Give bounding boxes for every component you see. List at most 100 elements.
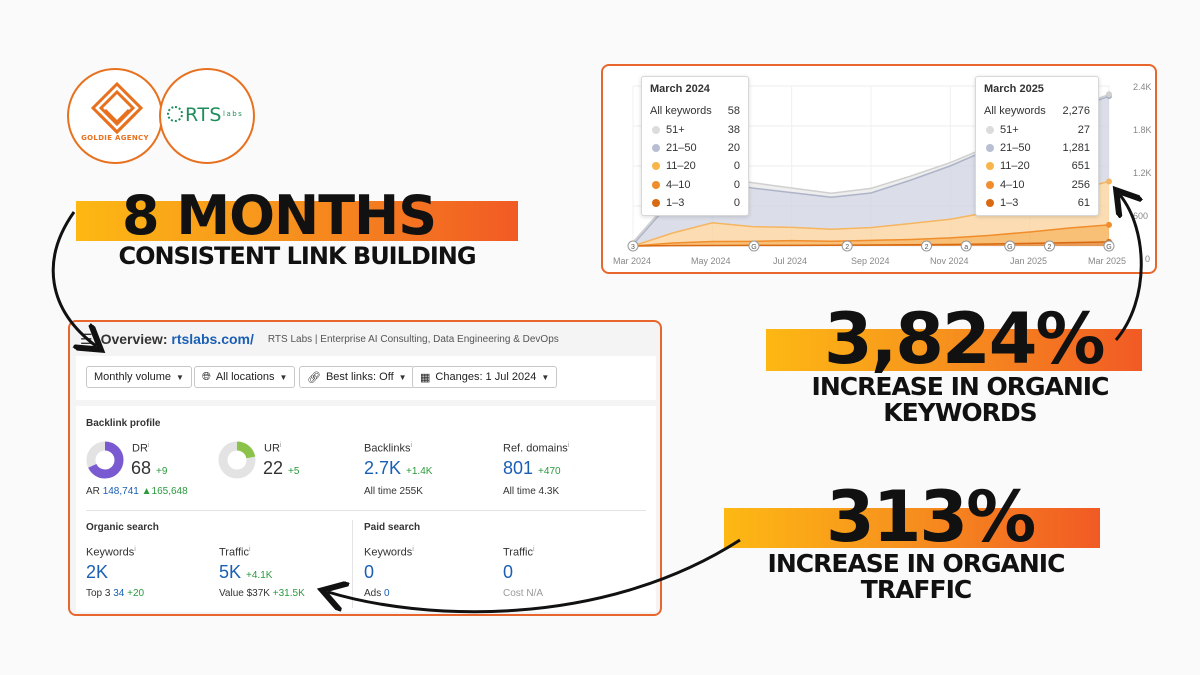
info-icon[interactable]: i [532, 546, 535, 553]
event-marker-circle [921, 240, 933, 252]
ads-value[interactable]: 0 [384, 588, 390, 599]
tooltip-row-label-text: 11–20 [1000, 160, 1030, 173]
tooltip-row: 4–10 256 [984, 176, 1090, 194]
goldie-diamond-icon [90, 81, 144, 135]
tooltip-row-label-text: 4–10 [1000, 178, 1025, 191]
event-marker-circle [748, 240, 760, 252]
organic-traffic-delta: +4.1K [246, 570, 273, 581]
organic-keywords-label: Keywordsi [86, 546, 136, 559]
event-marker-circle [960, 240, 972, 252]
y-tick: 600 [1133, 211, 1149, 221]
changes-dropdown[interactable]: ▦ Changes: 1 Jul 2024 ▼ [412, 366, 558, 388]
info-icon[interactable]: i [147, 442, 150, 449]
cost-label: Cost [503, 588, 524, 599]
headline3-sub-line2: TRAFFIC [860, 575, 972, 604]
dr-value: 68 +9 [131, 458, 167, 479]
tooltip-march-2025: March 2025 All keywords 2,276 51+ 27 21–50 1,… [975, 76, 1099, 216]
tooltip-row-label-text: 51+ [1000, 123, 1019, 136]
ref-domains-delta: +470 [538, 466, 561, 477]
organic-traffic-value[interactable]: 5K +4.1K [219, 562, 272, 583]
info-icon[interactable]: i [248, 546, 251, 553]
section-divider [86, 510, 646, 511]
best-links-dropdown[interactable]: 🔗︎ Best links: Off ▼ [299, 366, 415, 388]
cost-value: N/A [526, 588, 544, 599]
event-marker-label: 2 [925, 244, 929, 251]
backlink-profile-title: Backlink profile [86, 418, 161, 429]
paid-keywords-value[interactable]: 0 [364, 562, 375, 582]
changes-dropdown-label: Changes: 1 Jul 2024 [435, 371, 537, 383]
tooltip-row: 21–50 20 [650, 139, 740, 157]
tooltip-row-label: 4–10 [650, 179, 690, 191]
volume-dropdown[interactable]: Monthly volume ▼ [86, 366, 192, 388]
section-divider-vertical [352, 520, 353, 608]
tooltip-row: 51+ 27 [984, 120, 1090, 138]
end-point-4–10 [1106, 221, 1112, 228]
tooltip-row-value: 20 [727, 141, 740, 154]
ur-donut [218, 441, 256, 479]
paid-traffic-label-text: Traffic [503, 546, 533, 559]
traffic-value-label: Value [219, 588, 244, 599]
legend-dot-icon [652, 125, 660, 134]
event-marker-circle [1004, 240, 1016, 252]
info-icon[interactable]: i [412, 546, 414, 553]
ur-value-text: 22 [263, 458, 284, 478]
ahrefs-overview-panel: ☰ Overview: rtslabs.com/ RTS Labs | Ente… [68, 320, 662, 616]
tooltip-row-value: 58 [727, 105, 740, 118]
tooltip-march-2024: March 2024 All keywords 58 51+ 38 21–50 20 11–… [641, 76, 749, 216]
event-marker-label: 3 [631, 244, 635, 251]
tooltip-row-label-text: 1–3 [666, 197, 685, 210]
backlinks-label-text: Backlinks [364, 442, 411, 455]
organic-keywords-value[interactable]: 2K [86, 562, 109, 582]
y-tick: 1.8K [1133, 125, 1152, 135]
y-tick: 1.2K [1133, 168, 1152, 178]
paid-traffic-value[interactable]: 0 [503, 562, 514, 582]
tooltip-row-label: All keywords [984, 105, 1046, 117]
locations-dropdown[interactable]: 🌐︎ All locations ▼ [194, 366, 296, 388]
dr-delta: +9 [156, 466, 168, 477]
dr-label: DRi [132, 442, 149, 455]
ref-domains-value[interactable]: 801 +470 [503, 458, 561, 479]
info-icon[interactable]: i [567, 442, 570, 449]
info-icon[interactable]: i [134, 546, 136, 553]
link-icon: 🔗︎ [307, 371, 321, 384]
ar-value[interactable]: 148,741 [102, 486, 139, 497]
backlinks-alltime: All time 255K [364, 486, 423, 497]
event-marker-label: G [1106, 244, 1111, 251]
event-marker-circle [627, 240, 639, 252]
volume-dropdown-label: Monthly volume [94, 371, 172, 383]
top3-value[interactable]: 34 [113, 588, 125, 599]
overview-body: Backlink profile DRi 68 +9 AR 148,741 ▲16… [76, 406, 656, 612]
overview-domain[interactable]: rtslabs.com/ [171, 331, 254, 347]
backlinks-value[interactable]: 2.7K +1.4K [364, 458, 432, 479]
tooltip-row: 51+ 38 [650, 120, 740, 138]
x-tick: Nov 2024 [930, 256, 969, 266]
tooltip-row-value: 61 [1077, 197, 1090, 210]
x-tick: Sep 2024 [851, 256, 890, 266]
legend-dot-icon [986, 180, 994, 189]
dr-label-text: DR [132, 442, 148, 455]
tooltip-row: 1–3 0 [650, 194, 740, 212]
organic-traffic-label-text: Traffic [219, 546, 249, 559]
y-tick: 0 [1145, 254, 1151, 264]
traffic-value-amount: $37K [246, 588, 270, 599]
event-marker: 2 [1044, 240, 1055, 252]
event-marker-label: G [751, 244, 756, 251]
legend-dot-icon [652, 180, 660, 189]
tooltip-row-label: 4–10 [984, 179, 1024, 191]
ref-domains-label-text: Ref. domains [503, 442, 568, 455]
ref-domains-label: Ref. domainsi [503, 442, 569, 455]
tooltip-row-label: 21–50 [650, 142, 697, 154]
headline1-sub: CONSISTENT LINK BUILDING [118, 242, 476, 270]
caret-down-icon: ▼ [176, 372, 184, 382]
paid-cost: Cost N/A [503, 588, 543, 599]
info-icon[interactable]: i [410, 442, 413, 449]
menu-icon[interactable]: ☰ [80, 330, 93, 347]
ads-label: Ads [364, 588, 382, 599]
event-marker: 2 [841, 240, 853, 252]
ur-label: URi [264, 442, 281, 455]
headline2-sub-line2: KEYWORDS [883, 398, 1037, 427]
tooltip-row-value: 256 [1071, 178, 1090, 191]
dr-value-text: 68 [131, 458, 152, 478]
info-icon[interactable]: i [279, 442, 282, 449]
tooltip-row-label: All keywords [650, 105, 712, 117]
